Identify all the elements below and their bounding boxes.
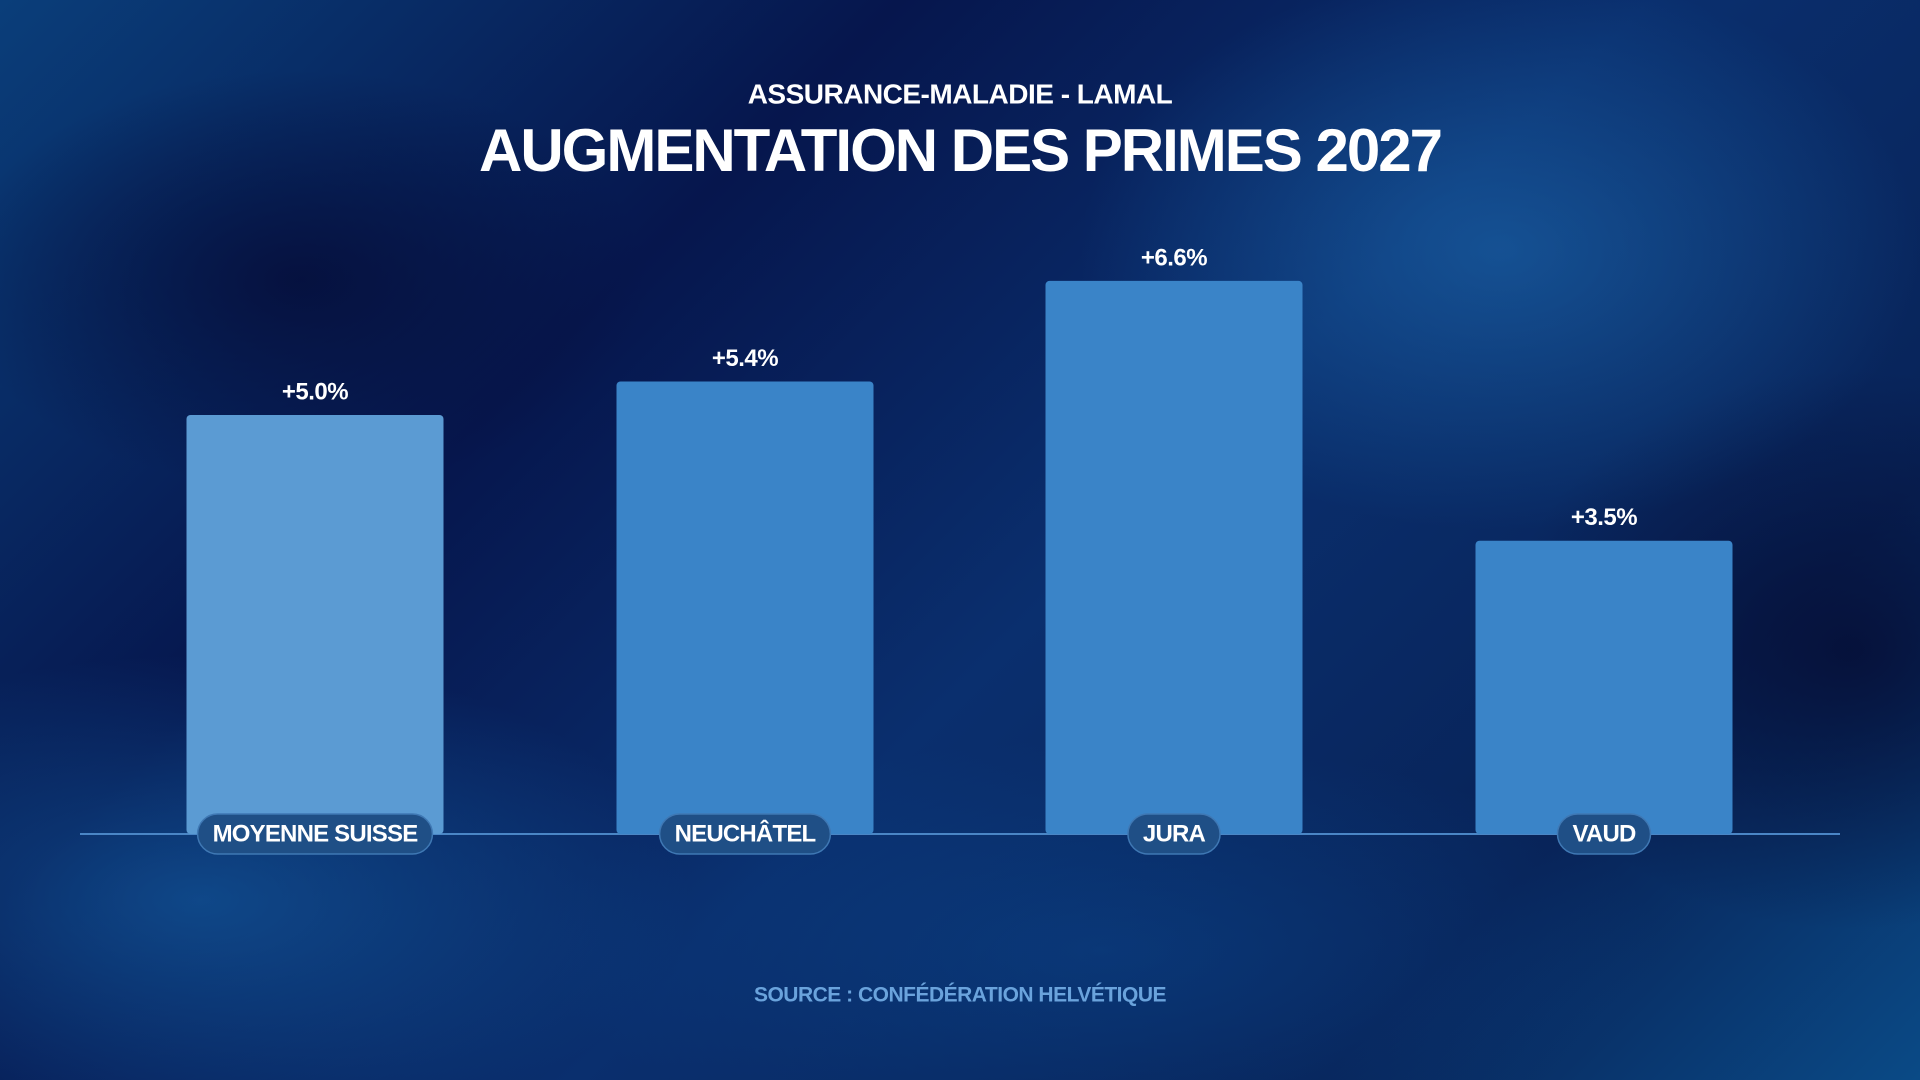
bar	[1475, 540, 1733, 834]
bar	[1045, 280, 1303, 834]
source: SOURCE : CONFÉDÉRATION HELVÉTIQUE	[754, 984, 1167, 1007]
category-pill	[658, 813, 832, 855]
category-label: JURA	[1143, 820, 1206, 847]
category-pill	[1556, 813, 1652, 855]
category-pill	[1127, 813, 1221, 855]
value-label: +3.5%	[1571, 504, 1637, 531]
category-label: MOYENNE SUISSE	[213, 820, 419, 847]
value-label: +5.4%	[712, 345, 778, 372]
category-label: VAUD	[1572, 820, 1635, 847]
chart-subtitle: ASSURANCE-MALADIE - LAMAL	[748, 78, 1173, 109]
chart-title: AUGMENTATION DES PRIMES 2027	[479, 117, 1441, 184]
category-label: NEUCHÂTEL	[675, 819, 816, 847]
value-label: +5.0%	[282, 378, 348, 405]
category-pill	[196, 813, 434, 855]
bar	[616, 381, 874, 834]
bar	[186, 415, 444, 834]
value-label: +6.6%	[1141, 244, 1207, 271]
